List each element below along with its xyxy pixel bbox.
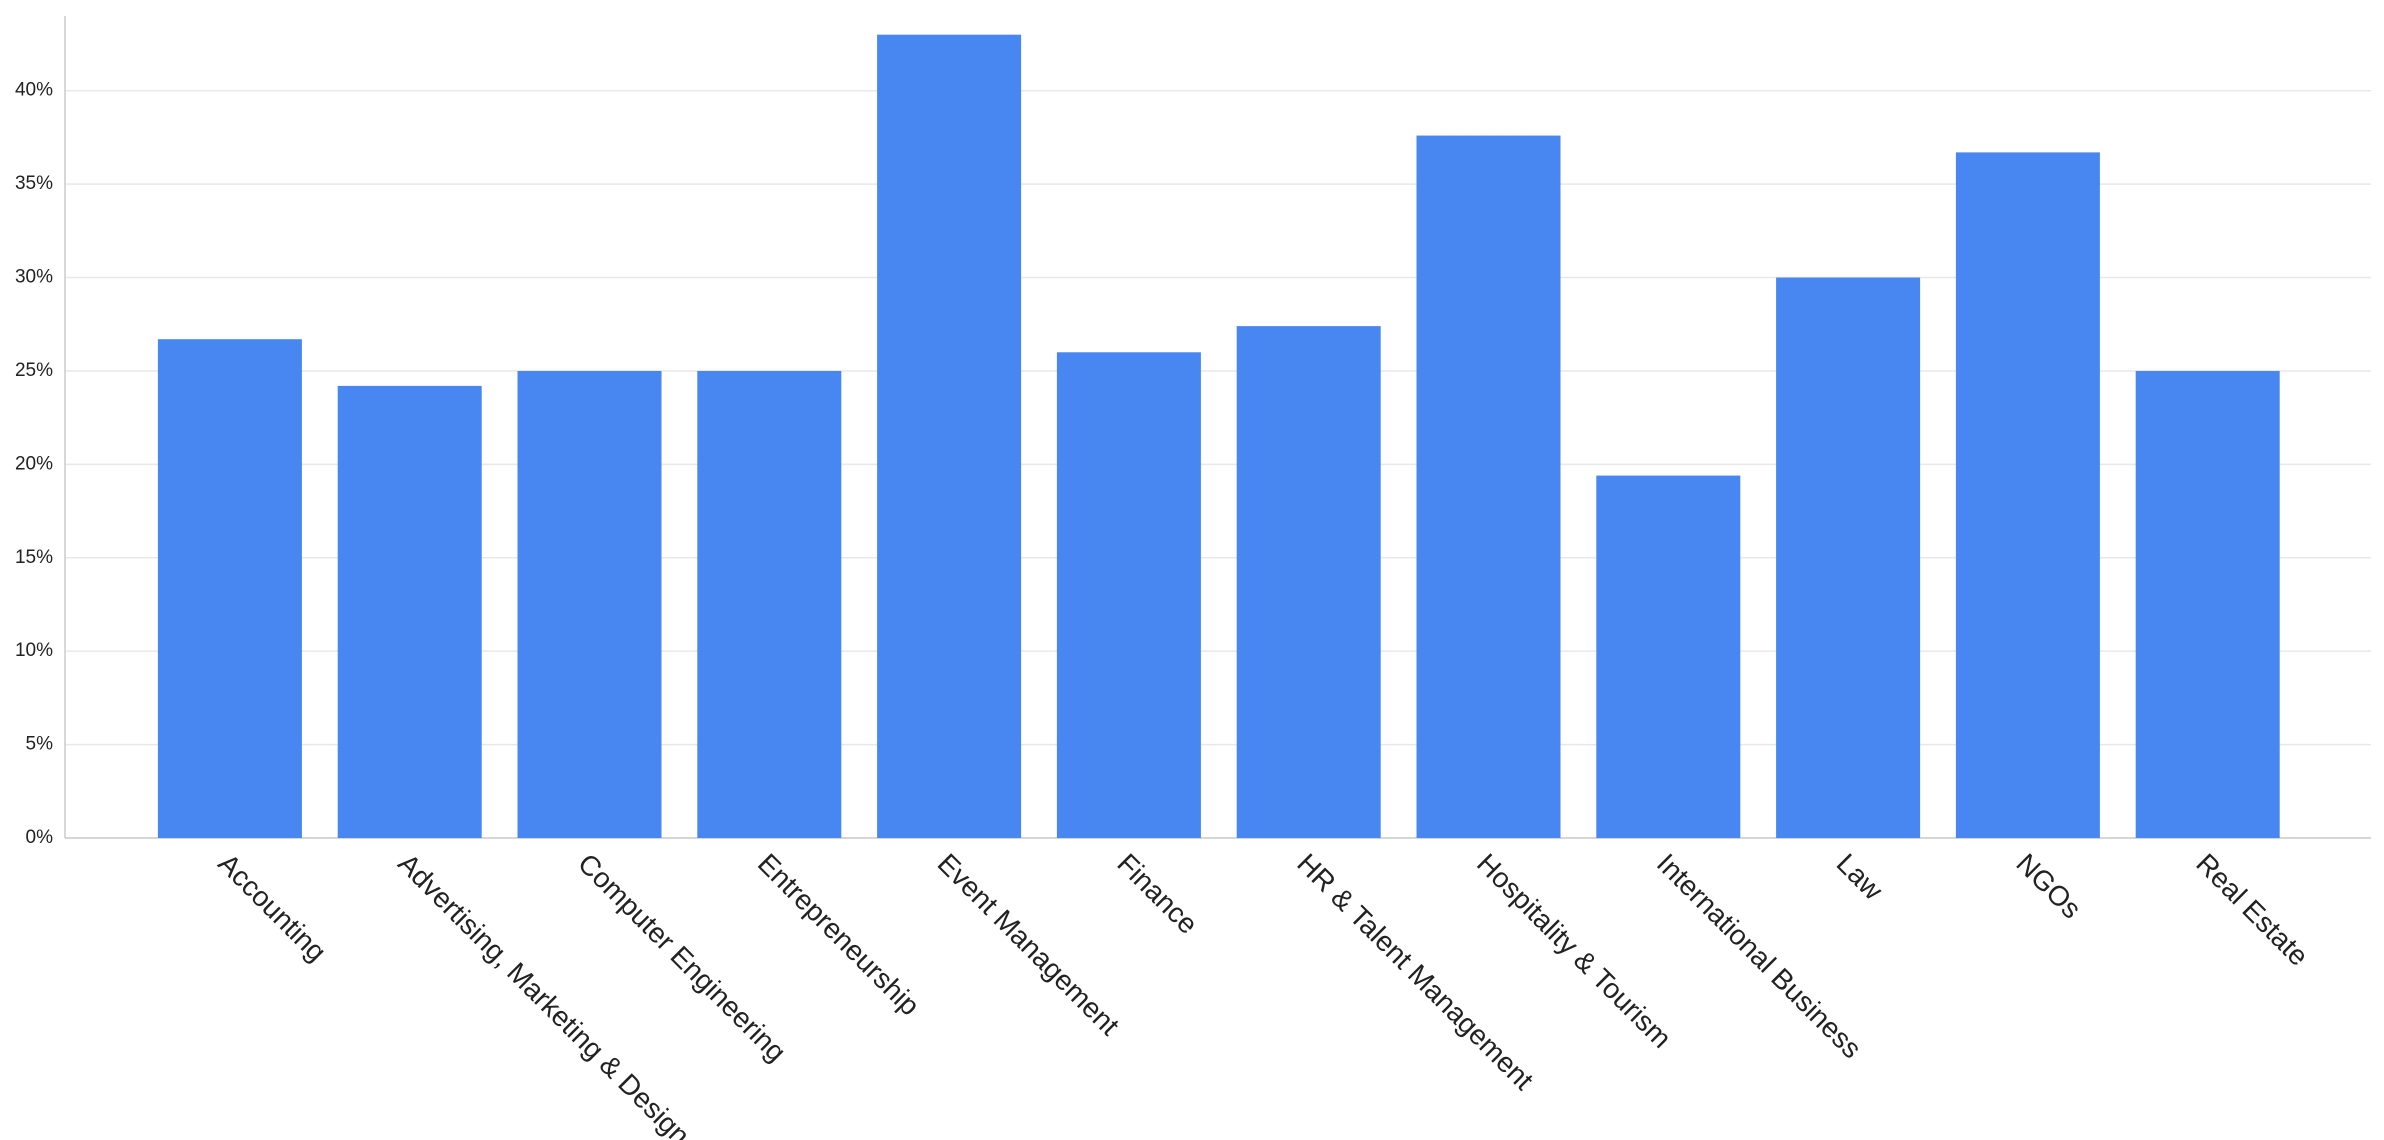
bar — [157, 339, 302, 838]
y-tick-label: 5% — [26, 734, 54, 755]
bar — [517, 370, 662, 838]
bar — [1056, 352, 1201, 838]
x-tick-label: Hospitality & Tourism — [1471, 848, 1677, 1054]
bar — [697, 370, 842, 838]
y-tick-label: 0% — [26, 827, 54, 848]
bar — [877, 34, 1022, 838]
bar — [1955, 152, 2100, 839]
bar — [2135, 370, 2280, 838]
bar — [1416, 135, 1561, 839]
y-tick-label: 40% — [15, 80, 53, 101]
y-tick-label: 30% — [15, 267, 53, 288]
x-tick-label: Finance — [1111, 848, 1203, 940]
bar — [1596, 475, 1741, 838]
x-tick-label: Law — [1831, 848, 1890, 907]
x-tick-label: Accounting — [212, 848, 332, 968]
y-tick-label: 15% — [15, 547, 53, 568]
y-tick-label: 10% — [15, 640, 53, 661]
bar — [1236, 326, 1381, 838]
x-tick-label: Entrepreneurship — [752, 848, 926, 1022]
y-tick-label: 25% — [15, 360, 53, 381]
y-tick-label: 20% — [15, 453, 53, 474]
x-tick-label: Real Estate — [2190, 848, 2314, 972]
bar — [337, 385, 482, 838]
x-tick-label: Computer Engineering — [572, 848, 792, 1068]
x-tick-label: NGOs — [2010, 848, 2087, 925]
y-tick-label: 35% — [15, 173, 53, 194]
x-tick-label: Advertising, Marketing & Design — [392, 848, 696, 1140]
bar — [1776, 277, 1921, 839]
x-tick-label: International Business — [1651, 848, 1868, 1065]
x-tick-label: Event Management — [932, 848, 1126, 1042]
